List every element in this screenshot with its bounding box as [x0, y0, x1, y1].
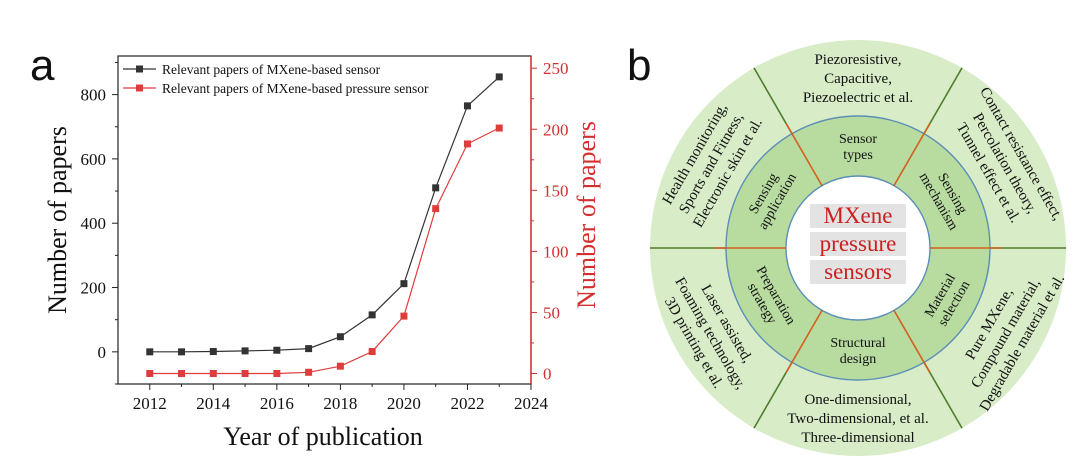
- outer-segment-label: One-dimensional, Two-dimensional, et al. T…: [787, 392, 928, 446]
- middle-divider: [893, 309, 931, 374]
- x-tick-label: 2020: [387, 394, 421, 413]
- center-text-shade: [810, 204, 906, 228]
- series-0-point: [305, 345, 313, 353]
- y-tick-label: 200: [81, 279, 107, 298]
- x-tick-label: 2022: [450, 394, 484, 413]
- middle-segment-text: Structural: [830, 336, 885, 351]
- series-0-point: [209, 348, 217, 356]
- panel-a-label: a: [30, 41, 55, 90]
- outer-segment-text: Three-dimensional: [801, 430, 914, 446]
- series-0-point: [146, 348, 154, 356]
- x-tick-label: 2016: [260, 394, 294, 413]
- series-1-point: [400, 312, 408, 320]
- series-1-point: [495, 124, 503, 132]
- legend: Relevant papers of MXene-based sensor Rel…: [123, 62, 429, 96]
- center-title: MXene pressure sensors: [810, 203, 906, 284]
- x-axis-title: Year of publication: [223, 422, 423, 451]
- y2-tick-label: 100: [543, 242, 569, 261]
- x-axis: 2012 2014 2016 2018 2020 2022 2024: [133, 384, 549, 413]
- outer-segment-text: Piezoelectric et al.: [803, 90, 913, 106]
- series-1-point: [178, 369, 186, 377]
- series-1-point: [368, 348, 376, 356]
- legend-label: Relevant papers of MXene-based sensor: [162, 62, 381, 77]
- x-tick-label: 2012: [133, 394, 167, 413]
- y2-tick-label: 200: [543, 120, 569, 139]
- y-tick-label: 400: [81, 214, 107, 233]
- center-text-shade: [810, 232, 906, 256]
- outer-segment-label: Health monitoring,Sports and Fitness,Ele…: [660, 101, 766, 231]
- outer-segment-label: Piezoresistive, Capacitive, Piezoelectric …: [803, 52, 913, 106]
- middle-segment-text: Sensor: [839, 132, 877, 147]
- outer-divider: [753, 361, 793, 429]
- outer-segment-text: Piezoresistive,: [814, 52, 901, 68]
- middle-segment-text: design: [840, 352, 877, 367]
- series-0-point: [178, 348, 186, 356]
- series-1-point: [273, 369, 281, 377]
- legend-swatch-marker: [136, 84, 143, 92]
- middle-divider: [785, 122, 823, 187]
- outer-segment-text: Two-dimensional, et al.: [787, 411, 928, 427]
- panel-b-label: b: [627, 41, 651, 90]
- series-1-point: [432, 205, 440, 213]
- y-tick-label: 800: [81, 86, 107, 105]
- y2-tick-label: 0: [543, 364, 552, 383]
- legend-swatch-marker: [136, 65, 143, 73]
- y2-tick-label: 150: [543, 181, 569, 200]
- outer-divider: [923, 361, 963, 429]
- series-line-0: [149, 76, 500, 353]
- center-text-line: pressure: [820, 231, 897, 256]
- y-axis-left: 0 200 400 600 800: [81, 61, 118, 385]
- series-1-point: [305, 368, 313, 376]
- middle-segment-text: types: [843, 148, 873, 163]
- series-0-point: [432, 184, 440, 192]
- series-0-point: [368, 311, 376, 319]
- sensor-wheel-diagram: MXenepressuresensorsSensortypesSensingme…: [650, 40, 1068, 456]
- middle-divider: [893, 122, 931, 187]
- center-text-shade: [810, 260, 906, 284]
- y-axis-right: 0 50 100 150 200 250: [530, 56, 569, 384]
- series-1-point: [241, 369, 249, 377]
- series-0-point: [273, 346, 281, 354]
- x-tick-label: 2014: [196, 394, 231, 413]
- y2-axis-title: Number of papers: [572, 121, 601, 309]
- y-tick-label: 600: [81, 150, 107, 169]
- x-tick-label: 2018: [323, 394, 357, 413]
- y-tick-label: 0: [98, 343, 107, 362]
- outer-segment-text: One-dimensional,: [804, 392, 911, 408]
- series-0-point: [400, 280, 408, 288]
- outer-segment-text: Capacitive,: [824, 71, 892, 87]
- series-0-point: [463, 102, 471, 110]
- series-0-point: [495, 73, 503, 81]
- series-0-point: [241, 347, 249, 355]
- center-text-line: MXene: [824, 203, 893, 228]
- center-text-line: sensors: [824, 259, 892, 284]
- series-line-1: [149, 127, 500, 375]
- series-0-point: [336, 333, 344, 341]
- series-1-point: [463, 140, 471, 148]
- outer-divider: [923, 67, 963, 135]
- series-1-point: [336, 362, 344, 370]
- series-layer: [146, 73, 503, 377]
- series-1-point: [146, 369, 154, 377]
- y2-tick-label: 50: [543, 303, 560, 322]
- y2-tick-label: 250: [543, 59, 569, 78]
- y-axis-title: Number of papers: [43, 126, 72, 314]
- chart-panel-a: 2012 2014 2016 2018 2020 2022 2024 0 200 400 600 8…: [43, 55, 601, 451]
- series-1-point: [209, 369, 217, 377]
- x-tick-label: 2024: [514, 394, 549, 413]
- legend-label: Relevant papers of MXene-based pressure …: [162, 81, 429, 96]
- middle-divider: [785, 309, 823, 374]
- outer-divider: [753, 67, 793, 135]
